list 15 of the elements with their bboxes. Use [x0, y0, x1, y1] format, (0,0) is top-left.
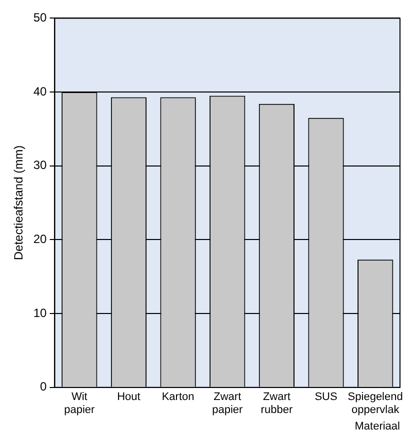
y-tick-label: 0 [40, 380, 48, 394]
y-axis-title: Detectieafstand (mm) [12, 145, 26, 260]
y-tick-label: 10 [33, 306, 48, 320]
y-tick-label: 20 [33, 232, 48, 246]
x-tick-label: Zwart rubber [260, 391, 293, 416]
y-tick-label: 40 [33, 84, 48, 98]
y-tick-label: 50 [33, 10, 48, 25]
x-tick-label: Hout [117, 391, 140, 404]
x-tick-label: Wit papier [64, 391, 96, 416]
x-tick-label: Zwart papier [212, 391, 243, 416]
y-tick-label: 30 [33, 158, 48, 172]
x-tick-label: Spiegelend oppervlak [348, 391, 403, 416]
x-tick-label: Karton [162, 391, 194, 404]
x-axis-title: Materiaal [354, 420, 400, 432]
x-tick-label: SUS [314, 391, 338, 404]
